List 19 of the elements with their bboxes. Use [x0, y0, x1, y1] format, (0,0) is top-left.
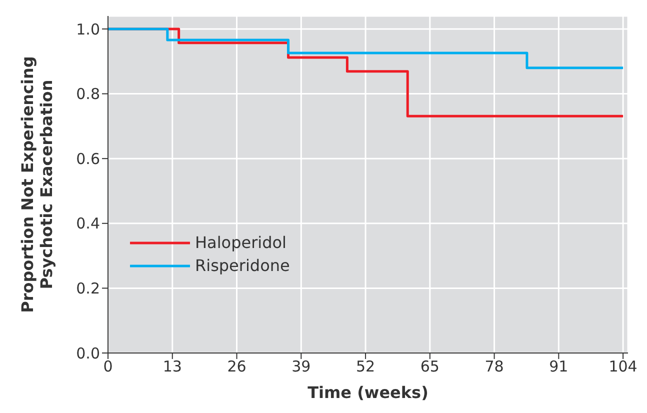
y-tick-label: 0.8 — [76, 85, 100, 104]
x-tick-label: 65 — [420, 358, 440, 376]
x-axis-title: Time (weeks) — [308, 383, 428, 402]
y-tick-label: 1.0 — [76, 20, 100, 38]
y-tick-label: 0.4 — [76, 214, 100, 233]
legend-label: Risperidone — [195, 256, 290, 275]
y-tick-label: 0.2 — [76, 280, 100, 298]
y-tick-label: 0.0 — [76, 344, 100, 362]
y-axis-title: Proportion Not Experiencing Psychotic Exacerbation — [18, 56, 56, 313]
legend-label: Haloperidol — [195, 233, 286, 252]
x-tick-label: 0 — [103, 358, 113, 376]
x-tick-label: 104 — [608, 358, 638, 376]
x-tick-label: 13 — [162, 358, 182, 376]
x-tick-label: 91 — [549, 358, 568, 376]
y-tick-label: 0.6 — [76, 150, 100, 168]
x-tick-label: 52 — [356, 358, 376, 376]
x-tick-label: 26 — [227, 358, 246, 376]
x-tick-label: 39 — [292, 358, 311, 376]
x-tick-label: 78 — [484, 358, 504, 376]
